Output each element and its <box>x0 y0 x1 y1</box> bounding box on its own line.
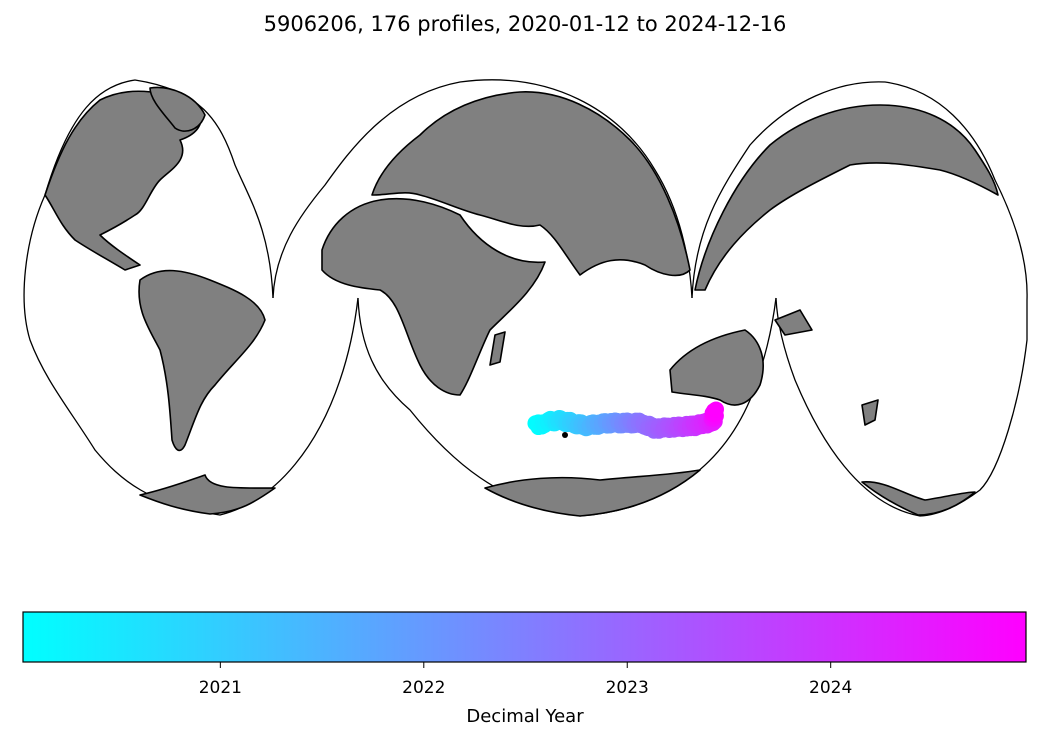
landmass-east-asia <box>694 104 999 291</box>
land-masses <box>44 86 999 517</box>
colorbar: 2021 2022 2023 2024 Decimal Year <box>22 611 1027 727</box>
landmass-australia <box>669 329 764 406</box>
landmass-north-america <box>44 90 202 271</box>
landmass-south-america <box>138 269 266 452</box>
landmass-antarctica-americas <box>139 474 276 515</box>
landmass-papua <box>774 309 813 336</box>
landmass-antarctica-africa <box>484 469 701 517</box>
colorbar-label: Decimal Year <box>466 706 584 727</box>
landmass-africa <box>321 197 546 396</box>
lobe-outline-americas <box>23 79 359 516</box>
map-title: 5906206, 176 profiles, 2020-01-12 to 202… <box>263 12 787 36</box>
landmass-europe-asia <box>371 91 691 277</box>
landmass-greenland <box>149 86 206 132</box>
lobe-outline-pacific <box>691 81 1028 517</box>
colorbar-tick-label: 2021 <box>199 678 242 698</box>
island-heard <box>562 432 568 438</box>
landmass-new-zealand <box>861 399 879 426</box>
landmass-antarctica-pacific <box>861 481 976 516</box>
colorbar-tick-label: 2023 <box>606 678 649 698</box>
colorbar-tick-label: 2022 <box>402 678 445 698</box>
colorbar-gradient <box>22 611 1027 663</box>
landmass-madagascar <box>489 331 506 366</box>
profile-point <box>708 401 725 418</box>
colorbar-tick-label: 2024 <box>809 678 852 698</box>
float-track <box>527 401 725 439</box>
